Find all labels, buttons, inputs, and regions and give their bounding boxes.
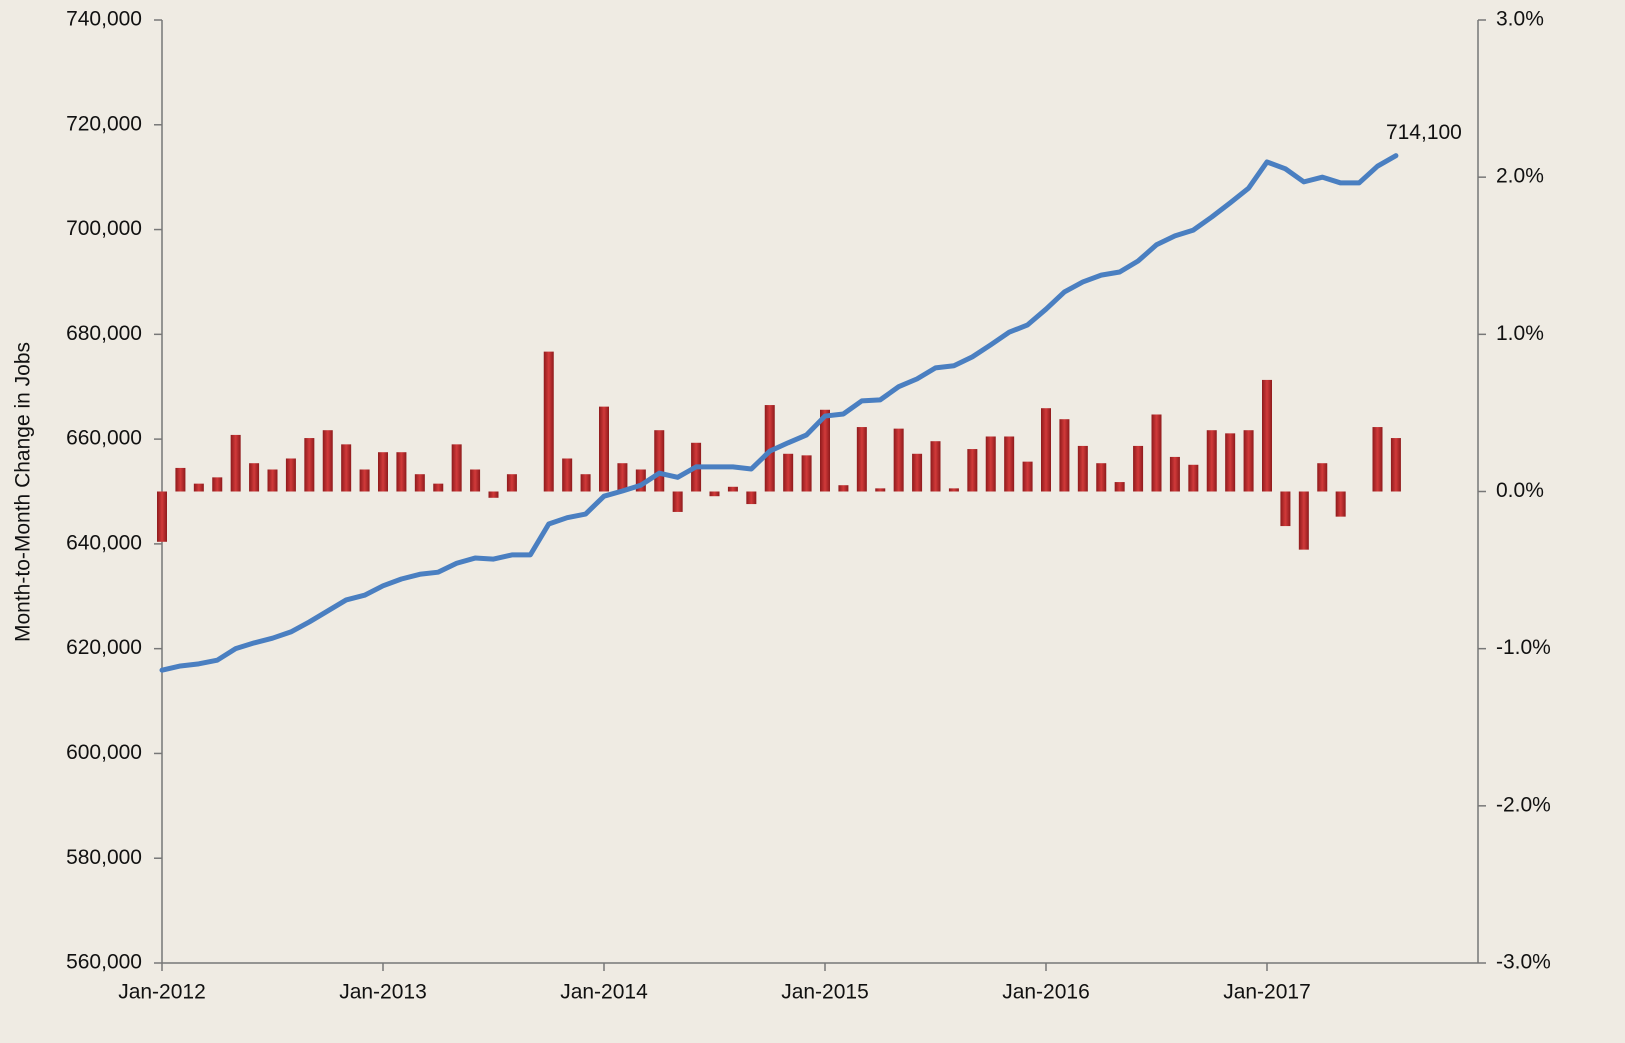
y-tick-label: 600,000 [66, 741, 142, 764]
bar [1169, 456, 1180, 492]
bar [764, 405, 775, 492]
bar [709, 491, 720, 497]
x-tick-label: Jan-2014 [560, 981, 648, 1004]
bar [1335, 491, 1346, 517]
line [159, 153, 1399, 673]
bar [396, 452, 407, 492]
y-tick-label: 580,000 [66, 846, 142, 869]
bar [820, 409, 830, 492]
bar [285, 458, 296, 492]
bar [948, 488, 959, 492]
data-label: 714,100 [1386, 121, 1462, 144]
y-tick-label: 720,000 [66, 112, 142, 135]
bar [1133, 445, 1144, 492]
bar [451, 444, 462, 492]
y2-tick-label: -3.0% [1496, 951, 1551, 974]
bar [175, 467, 186, 492]
bar [1390, 438, 1401, 492]
bar [672, 491, 683, 512]
bar [727, 486, 738, 492]
y2-tick-label: 0.0% [1496, 479, 1544, 502]
bar [488, 491, 499, 498]
bar [1151, 414, 1162, 492]
bar [856, 427, 867, 492]
bar [617, 463, 628, 492]
bar [1243, 430, 1254, 492]
y-tick-label: 740,000 [66, 8, 142, 31]
y-tick-label: 620,000 [66, 636, 142, 659]
bar [801, 455, 812, 492]
y-axis-label: Month-to-Month Change in Jobs [12, 342, 35, 642]
bar [783, 453, 794, 492]
bar [893, 428, 904, 492]
bar [506, 474, 517, 492]
y-tick-label: 560,000 [66, 951, 142, 974]
bar [212, 477, 223, 492]
y2-tick-label: 3.0% [1496, 8, 1544, 31]
y-tick-label: 660,000 [66, 427, 142, 450]
bar [1114, 482, 1125, 492]
bar [230, 434, 241, 492]
bar [580, 474, 591, 492]
bar [359, 469, 370, 492]
bar [746, 491, 757, 505]
bar [267, 469, 278, 492]
bar [1077, 445, 1088, 492]
bar [930, 441, 941, 492]
bar [1041, 408, 1051, 492]
bar [1206, 430, 1217, 492]
y-tick-label: 640,000 [66, 531, 142, 554]
y-tick-label: 700,000 [66, 217, 142, 240]
x-tick-label: Jan-2015 [781, 981, 869, 1004]
bar [193, 483, 204, 492]
bar [304, 438, 315, 492]
bar [414, 474, 425, 492]
bar [341, 444, 352, 492]
bar [1188, 464, 1199, 492]
y2-tick-label: -1.0% [1496, 636, 1551, 659]
bar [249, 463, 260, 492]
x-tick-label: Jan-2016 [1002, 981, 1090, 1004]
bar [1004, 436, 1015, 492]
x-tick-label: Jan-2017 [1223, 981, 1311, 1004]
bar [1059, 419, 1070, 492]
bar [433, 483, 444, 492]
bar [635, 469, 646, 492]
bar [985, 436, 996, 492]
bar [654, 430, 665, 492]
bar [1372, 427, 1383, 492]
bar [1280, 491, 1291, 527]
y2-tick-label: 2.0% [1496, 165, 1544, 188]
bar [1317, 463, 1328, 492]
bar [1225, 433, 1236, 492]
bar [378, 452, 388, 492]
bar [912, 453, 923, 492]
bar [1022, 461, 1033, 492]
bar [967, 449, 978, 492]
y2-tick-label: 1.0% [1496, 322, 1544, 345]
bar [562, 458, 573, 492]
bar [1262, 379, 1272, 492]
bar [838, 485, 849, 492]
bar [875, 488, 886, 492]
bar [157, 491, 167, 542]
bar [543, 351, 554, 492]
bar [599, 406, 609, 492]
bar [1096, 463, 1107, 492]
bar [322, 430, 333, 492]
x-tick-label: Jan-2012 [118, 981, 206, 1004]
x-tick-label: Jan-2013 [339, 981, 427, 1004]
bar [470, 469, 481, 492]
bar [1298, 491, 1309, 550]
y-tick-label: 680,000 [66, 322, 142, 345]
y2-tick-label: -2.0% [1496, 793, 1551, 816]
